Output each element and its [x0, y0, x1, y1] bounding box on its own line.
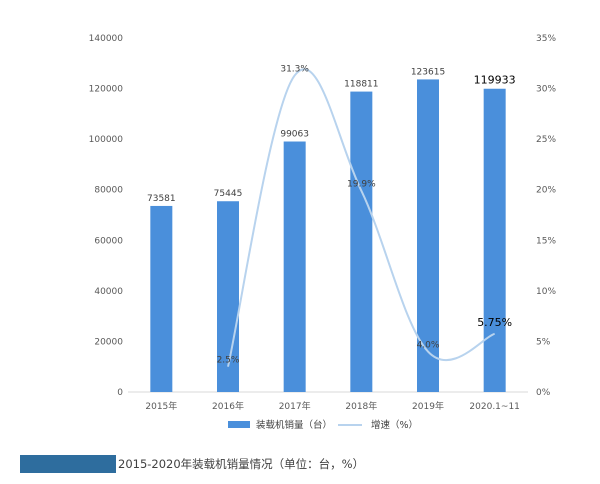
- bar: [483, 88, 506, 392]
- bars: [150, 79, 506, 393]
- legend: 装载机销量（台） 增速（%）: [228, 419, 418, 431]
- bar-value-label: 73581: [147, 194, 176, 204]
- bar-value-label: 119933: [474, 74, 516, 87]
- growth-label: 5.75%: [477, 316, 512, 329]
- caption-highlight-bar: [20, 455, 116, 473]
- x-axis-tick-label: 2019年: [412, 400, 444, 412]
- right-axis-ticks: 0% 5% 10% 15% 20% 25% 30% 35%: [536, 34, 556, 398]
- legend-bar-label: 装载机销量（台）: [256, 419, 332, 431]
- bar: [350, 91, 373, 392]
- growth-label: 4.0%: [417, 341, 440, 351]
- bar-value-labels: 73581 75445 99063 118811 123615 119933: [147, 67, 516, 204]
- left-axis-tick-label: 100000: [89, 135, 124, 145]
- x-axis-tick-label: 2017年: [279, 400, 311, 412]
- x-axis-ticks: 2015年 2016年 2017年 2018年 2019年 2020.1~11: [145, 400, 520, 412]
- left-axis-tick-label: 20000: [94, 337, 123, 347]
- right-axis-tick-label: 15%: [536, 236, 556, 246]
- x-axis-tick-label: 2016年: [212, 400, 244, 412]
- figure-caption: 2015-2020年装载机销量情况（单位：台，%）: [118, 457, 365, 471]
- right-axis-tick-label: 35%: [536, 34, 556, 44]
- growth-label: 19.9%: [347, 180, 376, 190]
- left-axis-tick-label: 0: [117, 388, 123, 398]
- growth-label: 31.3%: [280, 64, 309, 74]
- left-axis-ticks: 0 20000 40000 60000 80000 100000 120000 140000: [89, 34, 124, 398]
- bar-value-label: 123615: [411, 67, 445, 77]
- chart: 020000400006000080000100000120000140000 …: [89, 34, 557, 431]
- left-axis-tick-label: 120000: [89, 85, 124, 95]
- right-axis-tick-label: 20%: [536, 186, 556, 196]
- right-axis-tick-label: 10%: [536, 287, 556, 297]
- bar: [417, 79, 439, 393]
- x-axis-tick-label: 2015年: [145, 400, 177, 412]
- bar: [150, 205, 173, 392]
- legend-line-label: 增速（%）: [371, 419, 418, 431]
- right-axis-tick-label: 0%: [536, 388, 551, 398]
- right-axis-tick-label: 30%: [536, 85, 556, 95]
- growth-line: [227, 68, 496, 367]
- bar-value-label: 118811: [344, 80, 378, 90]
- legend-bar-swatch: [228, 421, 250, 428]
- left-axis-tick-label: 140000: [89, 34, 124, 44]
- bar-value-label: 75445: [214, 189, 243, 199]
- left-axis-tick-label: 60000: [94, 236, 123, 246]
- bar-value-label: 99063: [280, 130, 309, 140]
- bar: [283, 141, 306, 392]
- right-axis-tick-label: 25%: [536, 135, 556, 145]
- left-axis-tick-label: 80000: [94, 186, 123, 196]
- x-axis-tick-label: 2020.1~11: [469, 402, 519, 412]
- left-axis-tick-label: 40000: [94, 287, 123, 297]
- x-axis-tick-label: 2018年: [345, 400, 377, 412]
- growth-labels: 2.5% 31.3% 19.9% 4.0% 5.75%: [217, 64, 513, 365]
- right-axis-tick-label: 5%: [536, 337, 551, 347]
- growth-label: 2.5%: [217, 356, 240, 366]
